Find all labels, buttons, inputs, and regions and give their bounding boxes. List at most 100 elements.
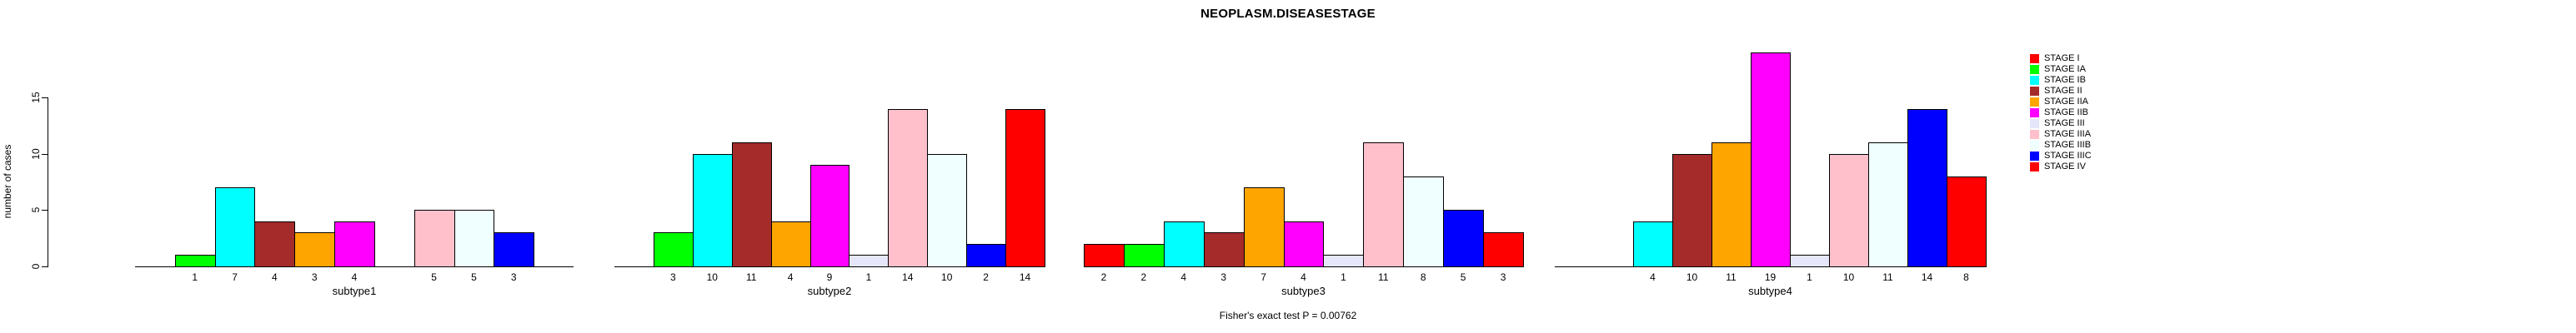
legend-entry: STAGE IIIB (2030, 140, 2092, 151)
bar-stage-iib (1751, 52, 1791, 267)
bar-stage-ii (1672, 154, 1712, 267)
bar-value-label: 5 (431, 271, 437, 283)
legend-swatch (2030, 97, 2039, 107)
bar-stage-ii (1203, 232, 1245, 267)
panel-label-subtype3: subtype3 (1281, 285, 1326, 297)
bar-stage-ib (1633, 221, 1673, 267)
bar-value-label: 3 (670, 271, 676, 283)
legend-entry: STAGE IIA (2030, 97, 2092, 107)
legend-label: STAGE III (2044, 118, 2085, 128)
bar-stage-iiic (966, 244, 1007, 267)
bar-value-label: 2 (1100, 271, 1107, 283)
bar-value-label: 19 (1764, 271, 1777, 283)
bar-stage-iiic (1907, 109, 1947, 267)
bar-stage-iiic (1443, 210, 1485, 267)
bar-stage-ia (174, 255, 216, 267)
legend: STAGE I STAGE IA STAGE IB STAGE II STAGE IIA… (2030, 53, 2092, 172)
bar-value-label: 4 (1650, 271, 1656, 283)
legend-swatch (2030, 130, 2039, 139)
bar-value-label: 5 (1460, 271, 1466, 283)
bar-stage-iiia (413, 210, 455, 267)
bar-stage-iv (1483, 232, 1524, 267)
bar-value-label: 14 (1019, 271, 1031, 283)
legend-entry: STAGE IA (2030, 64, 2092, 75)
bar-stage-iiia (1829, 154, 1869, 267)
bar-stage-iia (1243, 187, 1285, 267)
bar-stage-ia (1123, 244, 1165, 267)
panel-label-subtype4: subtype4 (1748, 285, 1792, 297)
bar-stage-iii (1790, 255, 1830, 267)
bar-stage-iiia (1363, 142, 1405, 267)
bar-stage-ib (214, 187, 256, 267)
legend-label: STAGE IV (2044, 162, 2086, 171)
bar-stage-iib (809, 165, 850, 267)
panel-label-subtype2: subtype2 (807, 285, 852, 297)
bar-value-label: 10 (1686, 271, 1698, 283)
y-tick-mark (42, 97, 48, 99)
bar-value-label: 3 (1220, 271, 1227, 283)
legend-entry: STAGE IB (2030, 75, 2092, 86)
legend-label: STAGE IIIA (2044, 129, 2092, 139)
legend-label: STAGE IIB (2044, 107, 2088, 117)
bar-value-label: 14 (1921, 271, 1933, 283)
bar-value-label: 3 (311, 271, 318, 283)
bar-value-label: 4 (1301, 271, 1306, 283)
legend-entry: STAGE I (2030, 53, 2092, 64)
bar-stage-iii (1323, 255, 1365, 267)
legend-label: STAGE IIIC (2044, 151, 2092, 161)
bar-value-label: 3 (510, 271, 517, 283)
bar-value-label: 11 (1378, 271, 1389, 283)
bar-stage-ia (653, 232, 694, 267)
bar-stage-iii (849, 255, 890, 267)
legend-label: STAGE IIIB (2044, 140, 2092, 150)
bar-stage-ii (731, 142, 772, 267)
y-tick-label: 0 (30, 263, 42, 270)
bar-stage-iia (294, 232, 336, 267)
legend-swatch (2030, 65, 2039, 74)
bar-stage-ib (692, 154, 733, 267)
bar-stage-iv (1947, 176, 1987, 267)
bar-stage-ib (1163, 221, 1205, 267)
bar-value-label: 8 (1963, 271, 1969, 283)
bar-value-label: 2 (983, 271, 989, 283)
legend-label: STAGE IB (2044, 75, 2086, 85)
legend-label: STAGE IA (2044, 64, 2086, 74)
bar-value-label: 8 (1420, 271, 1426, 283)
bar-value-label: 5 (471, 271, 477, 283)
bar-value-label: 1 (1341, 271, 1346, 283)
y-tick-mark (42, 153, 48, 155)
bar-value-label: 9 (826, 271, 833, 283)
bar-value-label: 11 (1882, 271, 1893, 283)
bar-stage-ii (254, 221, 296, 267)
bar-stage-iv (1005, 109, 1045, 267)
bar-stage-iiib (927, 154, 968, 267)
legend-swatch (2030, 87, 2039, 96)
panel-label-subtype1: subtype1 (332, 285, 377, 297)
legend-swatch (2030, 54, 2039, 63)
bar-stage-iib (1283, 221, 1325, 267)
bar-value-label: 7 (232, 271, 238, 283)
legend-entry: STAGE III (2030, 118, 2092, 129)
legend-swatch (2030, 119, 2039, 128)
bar-stage-iiib (1403, 176, 1445, 267)
chart-title: NEOPLASM.DISEASESTAGE (1200, 7, 1376, 21)
bar-value-label: 10 (1842, 271, 1855, 283)
bar-value-label: 14 (902, 271, 914, 283)
legend-entry: STAGE IIIC (2030, 151, 2092, 162)
bar-stage-iiia (888, 109, 929, 267)
legend-swatch (2030, 141, 2039, 150)
legend-entry: STAGE IV (2030, 162, 2092, 172)
bar-stage-iiib (454, 210, 495, 267)
y-tick-label: 5 (30, 207, 42, 213)
legend-label: STAGE I (2044, 53, 2080, 63)
panel-subtype2: 3 10 11 4 9 1 14 10 2 14 subtype2 (614, 0, 1045, 333)
legend-swatch (2030, 76, 2039, 85)
bar-stage-iiib (1868, 142, 1908, 267)
bar-value-label: 1 (1807, 271, 1812, 283)
bar-value-label: 7 (1260, 271, 1266, 283)
bar-value-label: 1 (192, 271, 198, 283)
legend-swatch (2030, 162, 2039, 171)
legend-entry: STAGE IIB (2030, 107, 2092, 118)
bar-stage-iib (334, 221, 375, 267)
